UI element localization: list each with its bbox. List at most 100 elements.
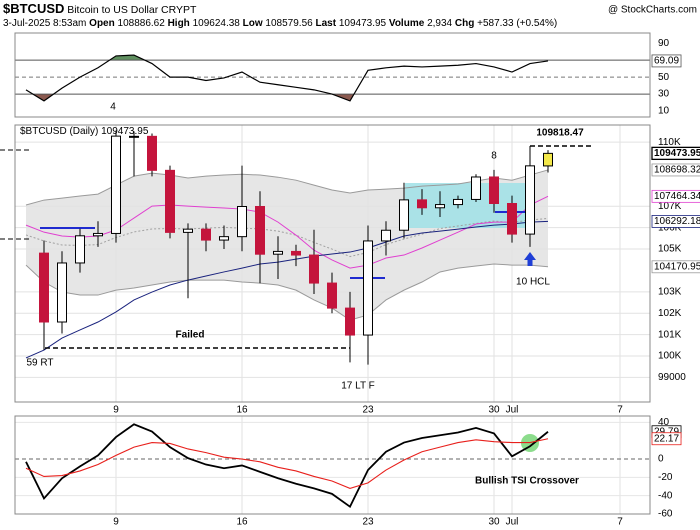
last-value-label: 107464.34 [654, 191, 700, 202]
last-value-box [651, 215, 700, 228]
y-tick-label: 50 [658, 72, 670, 83]
y-tick-label: 102K [658, 308, 682, 319]
y-tick-label: -60 [658, 509, 673, 520]
candle-body [147, 135, 157, 171]
candle-body [201, 228, 211, 241]
candle-body [111, 135, 121, 234]
y-tick-label: 103K [658, 286, 682, 297]
candle-body [309, 254, 319, 284]
header-title: $BTCUSD Bitcoin to US Dollar CRYPT [3, 1, 197, 16]
candle-body [543, 152, 553, 167]
label: Volume [389, 18, 425, 29]
label: Last [315, 18, 336, 29]
candle-body [471, 176, 481, 200]
y-tick-label: 10 [658, 106, 670, 117]
value: 108886.62 [118, 18, 166, 29]
value: +587.33 (+0.54%) [477, 18, 557, 29]
last-value-label: 29.79 [654, 426, 679, 437]
annotation: 4 [110, 102, 116, 113]
y-tick-label: 100K [658, 351, 682, 362]
x-tick-label: 16 [236, 517, 248, 528]
label: Chg [455, 18, 474, 29]
last-value-label: 109473.95 [654, 148, 700, 159]
y-tick-label: 105K [658, 244, 682, 255]
x-tick-label: Jul [506, 405, 519, 416]
x-tick-label: 7 [617, 517, 623, 528]
header-quote: 3-Jul-2025 8:53am Open 108886.62 High 10… [3, 18, 557, 29]
x-tick-label: Jul [506, 517, 519, 528]
candle-body [453, 198, 463, 206]
legend-value: 109473.95 [101, 126, 149, 137]
last-value-box [651, 54, 682, 68]
candle-body [525, 165, 535, 235]
last-value-label: 108698.32 [654, 165, 700, 176]
last-value-box [651, 189, 700, 203]
y-tick-label: 30 [658, 89, 670, 100]
instrument-name: Bitcoin to US Dollar [67, 4, 159, 16]
label: Open [89, 18, 115, 29]
annotation: Failed [176, 330, 205, 341]
high-marker-label: 109818.47 [536, 128, 584, 139]
candle-body [273, 250, 283, 255]
price-legend: $BTCUSD (Daily) 109473.95 [20, 126, 149, 137]
candle-body [327, 282, 337, 309]
rsi-panel [14, 32, 651, 118]
candle-body [219, 236, 229, 241]
candle-body [39, 252, 49, 323]
last-value-box [651, 146, 700, 161]
last-value-label: 104170.95 [654, 261, 700, 272]
overlay-line [25, 263, 549, 321]
candle-body [381, 229, 391, 242]
candle-body [183, 228, 193, 233]
exchange: CRYPT [161, 4, 197, 16]
last-value-box [651, 432, 682, 446]
candle-body [291, 250, 301, 256]
x-tick-label: 30 [488, 405, 500, 416]
y-tick-label: 40 [658, 417, 670, 428]
candle-body [93, 232, 103, 237]
last-value-label: 106292.18 [654, 216, 700, 227]
overbought-fill [26, 55, 548, 61]
last-value-label: 22.17 [654, 433, 679, 444]
candle-body [255, 205, 265, 255]
x-tick-label: 23 [362, 517, 374, 528]
date: 3-Jul-2025 8:53am [3, 18, 86, 29]
candle-body [399, 199, 409, 231]
candle-body [345, 307, 355, 336]
annotation: 8 [491, 151, 497, 162]
candle-body [489, 176, 499, 205]
symbol: $BTCUSD [3, 1, 64, 16]
label: High [168, 18, 190, 29]
last-value-box [651, 260, 700, 274]
rsi-line [25, 54, 549, 102]
price-panel [14, 124, 651, 403]
tsi-line [25, 423, 549, 509]
annotation: 59 RT [26, 358, 53, 369]
credit: @ StockCharts.com [608, 5, 697, 16]
x-tick-label: 7 [617, 405, 623, 416]
x-tick-label: 9 [113, 517, 119, 528]
arrow [524, 252, 536, 266]
candle-body [507, 203, 517, 235]
x-tick-label: 9 [113, 405, 119, 416]
candle-body [165, 169, 175, 233]
candle-body [435, 204, 445, 209]
annotation: Bullish TSI Crossover [475, 476, 579, 487]
y-tick-label: -20 [658, 472, 673, 483]
value: 108579.56 [265, 18, 313, 29]
x-tick-label: 23 [362, 405, 374, 416]
annotation: 10 HCL [516, 277, 550, 288]
y-tick-label: -40 [658, 490, 673, 501]
candle-body [57, 262, 67, 323]
label: Low [243, 18, 263, 29]
value: 109473.95 [339, 18, 387, 29]
legend-label: $BTCUSD (Daily) [20, 126, 98, 137]
y-tick-label: 110K [658, 137, 681, 148]
plot-layer: 9050301069.09110K107K106K105K103K102K101… [0, 38, 700, 528]
value: 2,934 [427, 18, 452, 29]
y-tick-label: 90 [658, 38, 670, 49]
tsi-line [25, 438, 549, 489]
candle-body [129, 135, 139, 138]
annotation: 17 LT F [341, 381, 375, 392]
